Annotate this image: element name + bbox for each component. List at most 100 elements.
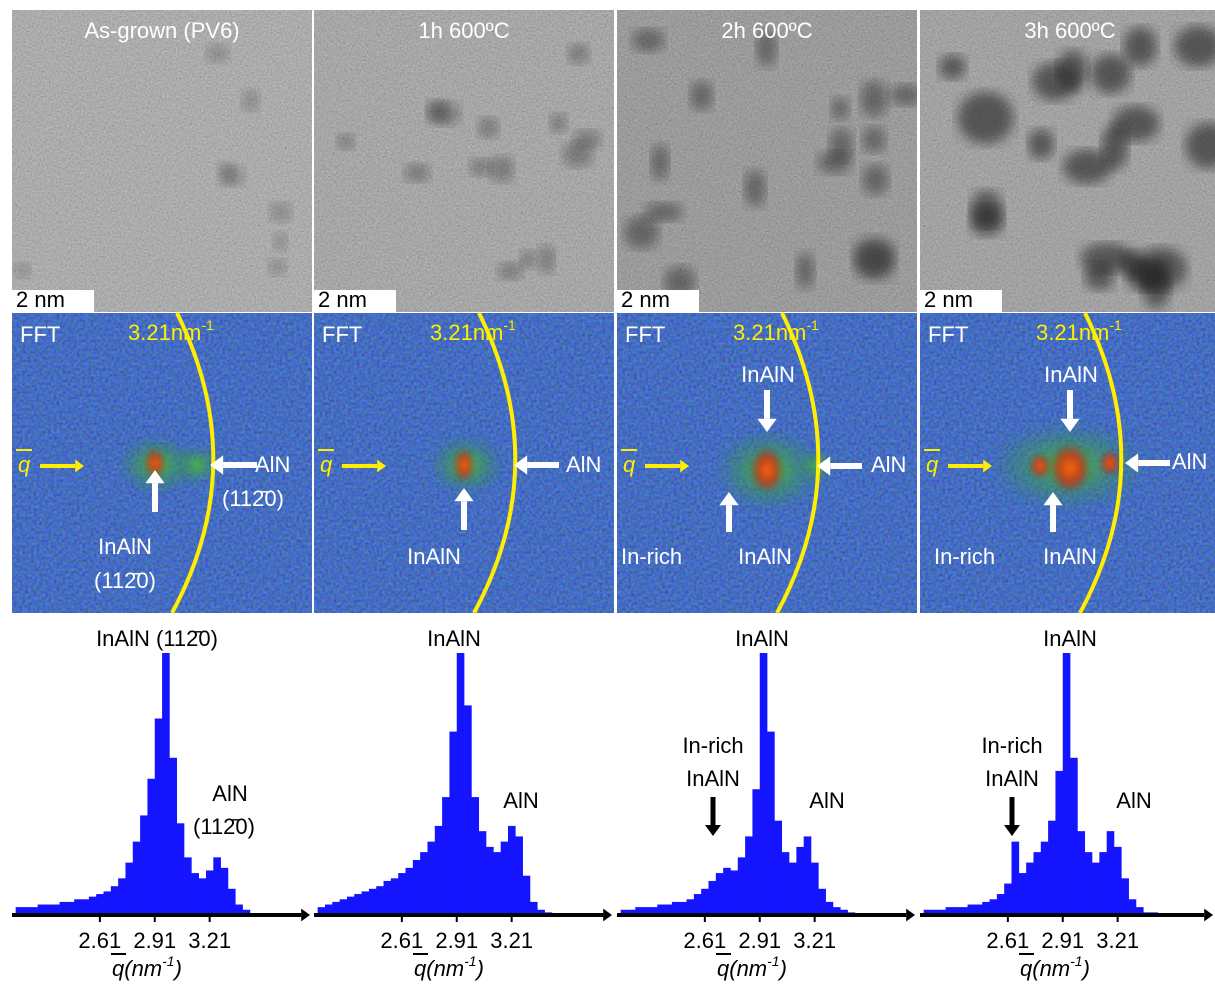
ring-label-sup: -1 (503, 317, 516, 333)
scale-bar-label: 2 nm (16, 287, 65, 312)
x-label-sup: -1 (767, 953, 779, 969)
bar (434, 825, 443, 915)
bar (184, 857, 192, 915)
peak-annotation: InAlN (686, 766, 740, 791)
peak-annotation: InAlN (735, 626, 789, 651)
bar (332, 901, 340, 915)
bar (730, 870, 739, 915)
bar (664, 904, 673, 915)
tem-cluster (549, 113, 568, 133)
tem-cluster (567, 43, 590, 64)
q-label: q (18, 452, 31, 477)
bar (767, 731, 775, 915)
x-tick-label: 2.61 (986, 928, 1029, 953)
tem-cluster (337, 133, 355, 150)
peak-annotation: AlN (1116, 788, 1151, 813)
bar (1121, 878, 1129, 915)
panel-column: 2h 600ºC 2 nm FFT 3.21nm-1 q InAlN AlN In-rich I… (617, 10, 917, 614)
tem-cluster (205, 44, 229, 63)
ring-label-sup: -1 (806, 317, 819, 333)
panel-column: 3h 600ºC 2 nm FFT 3.21nm-1 q InAlN AlN In-rich I… (920, 10, 1215, 614)
bar (952, 907, 961, 915)
tem-cluster (860, 80, 888, 118)
bar (81, 899, 90, 915)
tem-cluster (1057, 50, 1088, 91)
fft-spot (1050, 444, 1090, 492)
fft-annotation: In-rich (621, 544, 682, 569)
bar (1092, 862, 1100, 915)
x-axis-label: q(nm-1) (717, 953, 787, 981)
ring-label-sup: -1 (1109, 317, 1122, 333)
tem-cluster (268, 258, 287, 276)
tem-cluster (939, 54, 966, 80)
bar (989, 899, 998, 915)
x-tick-label: 2.91 (738, 928, 781, 953)
tem-cluster (404, 163, 431, 183)
fft-image: FFT 3.21nm-1 q InAlN AlN In-rich InAlN (920, 312, 1215, 614)
peak-annotation: AlN (212, 781, 247, 806)
bar (412, 859, 421, 915)
scale-bar-label: 2 nm (924, 287, 973, 312)
arrow-head (1060, 418, 1080, 432)
tem-cluster (1090, 54, 1131, 94)
x-label-close: ) (172, 956, 182, 981)
peak-annotation: InAlN (427, 626, 481, 651)
bar (213, 857, 221, 915)
x-tick-label: 2.91 (435, 928, 478, 953)
bar (945, 907, 954, 915)
arrow-head (983, 459, 992, 473)
x-label-q: q (112, 956, 125, 981)
peak-annotation: In-rich (981, 733, 1042, 758)
fft-annotation: AlN (1172, 449, 1207, 474)
bar (1062, 653, 1071, 915)
tem-cluster (862, 164, 889, 196)
bar (242, 909, 251, 915)
bar (1128, 899, 1137, 915)
fft-annotation: InAlN (1043, 544, 1097, 569)
fft-annotation: AlN (566, 452, 601, 477)
fft-spot (1100, 451, 1120, 475)
tem-cluster (651, 143, 670, 181)
bar (376, 886, 384, 915)
peak-annotation: (112̄0) (193, 814, 255, 839)
bar (478, 831, 487, 915)
ring-label: 3.21nm-1 (128, 317, 214, 345)
tem-image: 1h 600ºC 2 nm (314, 10, 614, 312)
bar (508, 825, 516, 915)
bar (1055, 770, 1064, 915)
bar (1011, 841, 1020, 915)
tem-cluster (497, 262, 523, 280)
arrow-head (454, 488, 474, 502)
arrow-head (680, 459, 689, 473)
x-tick-label: 3.21 (188, 928, 231, 953)
bar (1084, 852, 1093, 915)
x-tick-label: 2.61 (78, 928, 121, 953)
bar (154, 718, 163, 915)
tem-cluster (426, 100, 449, 122)
x-label-close: ) (777, 956, 787, 981)
bar (515, 836, 523, 915)
fft-annotation: AlN (871, 452, 906, 477)
bar (789, 862, 797, 915)
ring-label-text: 3.21nm (430, 320, 503, 345)
panel-title: 2h 600ºC (721, 18, 812, 43)
tem-cluster (830, 97, 850, 121)
tem-cluster (241, 89, 260, 112)
arrow-head (906, 908, 915, 922)
fft-annotation: InAlN (407, 544, 461, 569)
x-label-close: ) (1080, 956, 1090, 981)
bar (781, 852, 790, 915)
bar (235, 904, 243, 915)
bar (974, 904, 983, 915)
fft-ring (472, 312, 518, 614)
bar (30, 907, 38, 915)
tem-cluster (1101, 124, 1128, 171)
tem-cluster (573, 129, 602, 149)
arrow-head (705, 825, 721, 836)
bar (368, 888, 377, 915)
scale-bar-box (617, 290, 699, 312)
tem-cluster (1141, 258, 1171, 309)
ring-label-text: 3.21nm (128, 320, 201, 345)
